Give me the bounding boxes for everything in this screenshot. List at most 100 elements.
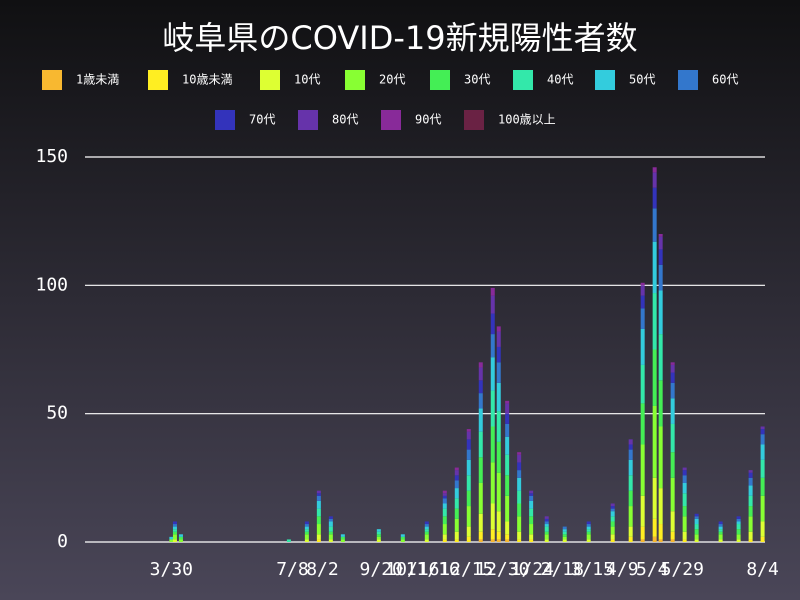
bar-segment xyxy=(478,539,483,542)
bar-segment xyxy=(172,539,177,542)
x-tick-label: 8/2 xyxy=(306,559,339,580)
bar-segment xyxy=(586,521,591,525)
legend-label: 60代 xyxy=(712,73,738,87)
bar-segment xyxy=(628,526,633,537)
bar-segment xyxy=(478,367,483,381)
bar-segment xyxy=(496,531,501,540)
bar-segment xyxy=(652,241,657,294)
bar-segment xyxy=(652,536,657,542)
bar-segment xyxy=(748,516,753,532)
bar-segment xyxy=(670,372,675,383)
bar-segment xyxy=(442,498,447,504)
bar-segment xyxy=(682,470,687,476)
bar-segment xyxy=(304,534,309,540)
bar-segment xyxy=(736,521,741,525)
bar-segment xyxy=(316,534,321,540)
bar-segment xyxy=(496,326,501,332)
bar-segment xyxy=(505,400,510,404)
bar-segment xyxy=(178,534,183,537)
bar-segment xyxy=(544,516,549,519)
bar-segment xyxy=(760,444,765,460)
bar-segment xyxy=(505,413,510,424)
bar-segment xyxy=(178,536,183,540)
bar-segment xyxy=(670,398,675,424)
bar-segment xyxy=(490,503,495,530)
bar-segment xyxy=(694,529,699,535)
bar-segment xyxy=(517,462,522,471)
bar-segment xyxy=(718,521,723,525)
bar-segment xyxy=(454,480,459,489)
bar-segment xyxy=(505,495,510,522)
bar-segment xyxy=(748,531,753,540)
bar-segment xyxy=(454,518,459,532)
bar-segment xyxy=(694,518,699,525)
x-tick-label: 3/15 xyxy=(571,559,614,580)
bar-segment xyxy=(628,536,633,542)
bar-segment xyxy=(172,529,177,532)
bar-segment xyxy=(760,521,765,537)
bar-segment xyxy=(454,508,459,519)
y-tick-label: 150 xyxy=(35,146,68,167)
bar-segment xyxy=(718,531,723,535)
bar-segment xyxy=(517,477,522,491)
bar-segment xyxy=(718,526,723,530)
bar-segment xyxy=(478,457,483,483)
bar-segment xyxy=(178,539,183,542)
bar-segment xyxy=(562,539,567,542)
bar-segment xyxy=(505,403,510,414)
bar-segment xyxy=(718,539,723,542)
bar-segment xyxy=(505,454,510,476)
bar-segment xyxy=(316,500,321,509)
bar-segment xyxy=(286,539,291,542)
bar-segment xyxy=(496,511,501,532)
legend-label: 20代 xyxy=(379,73,405,87)
x-tick-label: 3/30 xyxy=(150,559,193,580)
bar-segment xyxy=(316,490,321,494)
x-tick-label: 9/20 xyxy=(360,559,403,580)
bar-segment xyxy=(736,518,741,522)
bar-segment xyxy=(529,493,534,496)
bar-segment xyxy=(478,531,483,540)
x-tick-label: 7/8 xyxy=(276,559,309,580)
bar-segment xyxy=(670,531,675,540)
bar-segment xyxy=(586,524,591,527)
bar-segment xyxy=(400,534,405,537)
bar-segment xyxy=(694,534,699,540)
bar-segment xyxy=(610,526,615,535)
bar-segment xyxy=(718,534,723,540)
bar-segment xyxy=(529,508,534,517)
bar-segment xyxy=(328,518,333,522)
bar-segment xyxy=(640,328,645,365)
legend-label: 90代 xyxy=(415,113,441,127)
bar-segment xyxy=(424,534,429,540)
bar-segment xyxy=(505,436,510,455)
bar-segment xyxy=(544,531,549,535)
bar-segment xyxy=(670,452,675,478)
bar-segment xyxy=(490,287,495,296)
bar-segment xyxy=(652,518,657,537)
bar-segment xyxy=(760,477,765,496)
bar-segment xyxy=(478,513,483,532)
bar-segment xyxy=(328,516,333,519)
bar-segment xyxy=(670,477,675,512)
bar-segment xyxy=(640,364,645,404)
bar-segment xyxy=(454,498,459,509)
legend-swatch xyxy=(345,70,365,90)
x-tick-label: 1/24 xyxy=(511,559,554,580)
bar-segment xyxy=(316,495,321,501)
bar-segment xyxy=(658,234,663,237)
bar-segment xyxy=(172,526,177,530)
bar-segment xyxy=(748,495,753,507)
x-tick-label: 5/4 xyxy=(636,559,669,580)
bar-segment xyxy=(658,334,663,381)
bar-segment xyxy=(328,534,333,540)
bar-segment xyxy=(610,503,615,507)
legend-swatch xyxy=(595,70,615,90)
legend-swatch xyxy=(381,110,401,130)
bar-segment xyxy=(658,524,663,540)
bar-segment xyxy=(400,539,405,542)
y-tick-label: 50 xyxy=(46,403,68,424)
bar-segment xyxy=(760,536,765,542)
bar-segment xyxy=(628,439,633,445)
bar-segment xyxy=(652,477,657,519)
